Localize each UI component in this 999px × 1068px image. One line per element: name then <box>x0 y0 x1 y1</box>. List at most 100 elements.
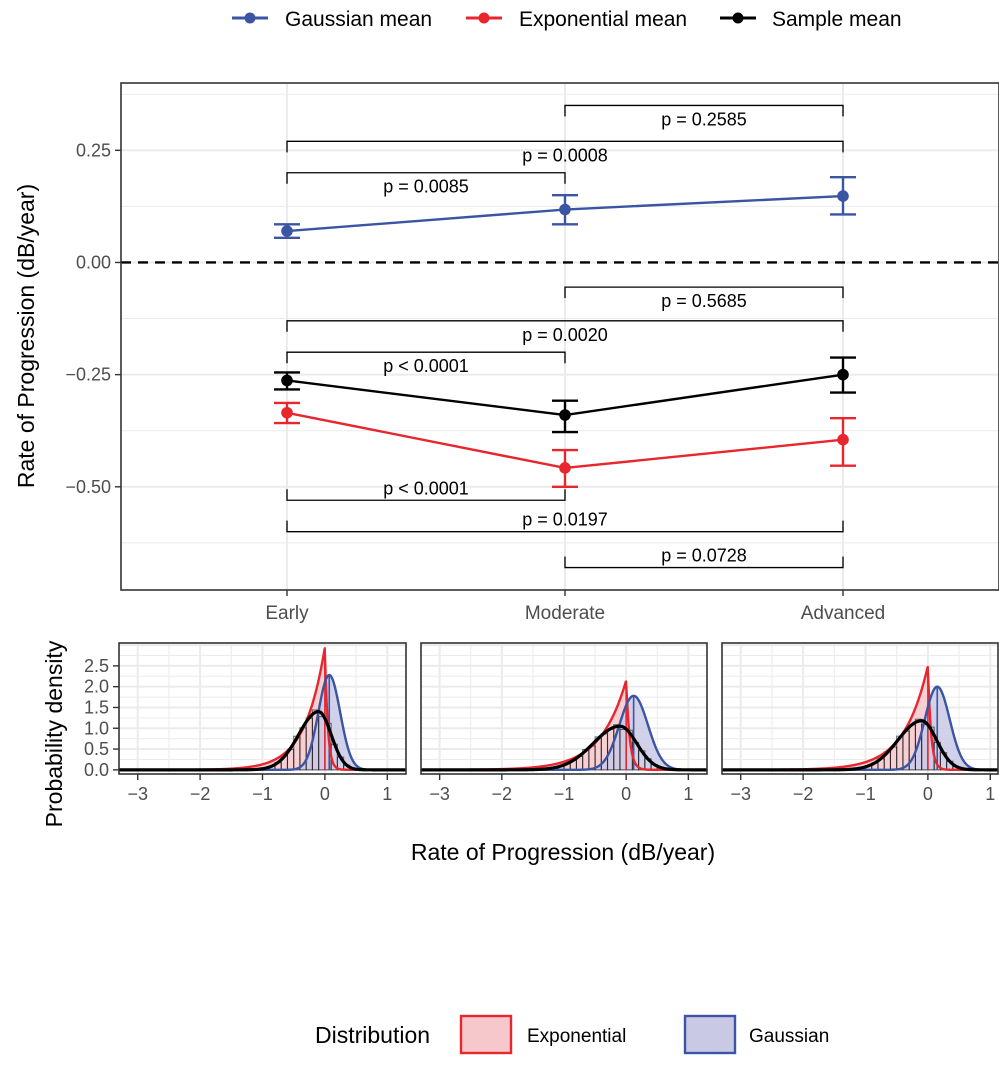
x-tick-label: 0 <box>621 784 631 804</box>
significance-bracket: p < 0.0001 <box>286 351 566 376</box>
significance-brackets: p = 0.2585 p = 0.0008 p = 0.0085 p = 0.5685… <box>286 104 844 569</box>
data-point <box>281 406 293 419</box>
p-value-label: p < 0.0001 <box>383 356 469 376</box>
x-tick-label: Early <box>265 603 309 624</box>
bottom-x-axis-label: Rate of Progression (dB/year) <box>411 839 715 865</box>
bottom-y-axis: 0.00.51.01.52.02.5 <box>84 656 119 780</box>
p-value-label: p = 0.0020 <box>522 325 608 345</box>
legend-dot-exponential <box>478 12 490 24</box>
x-tick-label: −2 <box>190 784 211 804</box>
top-y-axis: 0.25 0.00 −0.25 −0.50 <box>65 140 121 497</box>
p-value-label: p = 0.0728 <box>661 546 747 566</box>
bracket-line <box>286 520 844 533</box>
bracket-line <box>286 489 566 501</box>
x-tick-label: Advanced <box>801 603 886 624</box>
significance-bracket: p = 0.0728 <box>564 546 844 569</box>
legend-label-sample-mean: Sample mean <box>772 8 902 31</box>
legend-item-sample-mean: Sample mean <box>720 8 902 31</box>
gaussian-density-area <box>274 675 400 770</box>
bottom-legend: Distribution Exponential Gaussian <box>315 1014 829 1055</box>
legend-label-gaussian-mean: Gaussian mean <box>285 8 432 31</box>
y-tick-label: 2.5 <box>84 656 109 676</box>
legend-label-gaussian: Gaussian <box>749 1026 829 1047</box>
x-tick-label: −3 <box>730 784 751 804</box>
p-value-label: p = 0.0085 <box>383 177 469 197</box>
top-y-axis-label: Rate of Progression (dB/year) <box>13 184 39 488</box>
exponential-density-area <box>421 681 658 770</box>
gaussian-density-area <box>576 695 701 770</box>
p-value-label: p = 0.0197 <box>522 510 608 530</box>
bottom-y-axis-label: Probability density <box>41 640 67 827</box>
data-point <box>559 203 571 216</box>
x-tick-label: 1 <box>683 784 693 804</box>
y-tick-label: 0.25 <box>76 140 111 160</box>
bracket-line <box>286 140 844 153</box>
bracket-line <box>564 104 844 117</box>
significance-bracket: p < 0.0001 <box>286 478 566 501</box>
top-panel: p = 0.2585 p = 0.0008 p = 0.0085 p = 0.5685… <box>13 82 999 624</box>
top-grid <box>121 83 999 590</box>
bracket-line <box>286 172 566 184</box>
bracket-line <box>564 286 844 299</box>
legend-dot-gaussian <box>244 12 256 24</box>
significance-bracket: p = 0.2585 <box>564 104 844 129</box>
sample-density-curve <box>722 719 998 772</box>
y-tick-label: 1.0 <box>84 718 109 738</box>
significance-bracket: p = 0.0197 <box>286 510 844 533</box>
y-tick-label: 0.0 <box>84 760 109 780</box>
legend-item-exponential-mean: Exponential mean <box>466 8 687 31</box>
significance-bracket: p = 0.0085 <box>286 172 566 197</box>
y-tick-label: 2.0 <box>84 677 109 697</box>
x-tick-label: 1 <box>382 784 392 804</box>
p-value-label: p = 0.5685 <box>661 291 747 311</box>
x-tick-label: −1 <box>554 784 575 804</box>
p-value-label: p = 0.2585 <box>661 109 747 129</box>
panel-border <box>721 642 999 775</box>
p-value-label: p < 0.0001 <box>383 478 469 498</box>
significance-bracket: p = 0.0020 <box>286 320 844 345</box>
bracket-line <box>564 556 844 569</box>
series-gaussian <box>274 176 856 239</box>
y-tick-label: −0.50 <box>65 477 111 497</box>
density-panel-3: −3 −2 −1 0 1 <box>721 642 999 804</box>
data-point <box>281 225 293 237</box>
legend-title: Distribution <box>315 1022 430 1048</box>
x-tick-label: Moderate <box>525 603 605 624</box>
data-point <box>837 368 849 381</box>
y-tick-label: 1.5 <box>84 697 109 717</box>
y-tick-label: 0.00 <box>76 252 111 272</box>
top-panel-background <box>121 83 999 590</box>
bottom-panels: −3 −2 −1 0 1 −3 −2 −1 0 1 −3 −2 −1 0 1 <box>118 642 999 804</box>
x-tick-label: −1 <box>252 784 273 804</box>
sample-density-curve <box>421 724 707 772</box>
legend-key-exponential <box>459 1014 513 1055</box>
top-x-axis: Early Moderate Advanced <box>265 590 885 624</box>
exponential-density-area <box>722 667 960 770</box>
sample-density-curve <box>119 710 406 772</box>
bracket-line <box>286 351 566 364</box>
density-panel-1: −3 −2 −1 0 1 <box>118 642 407 804</box>
series-exponential <box>274 401 856 489</box>
data-point <box>281 374 293 387</box>
top-legend: Gaussian mean Exponential mean Sample me… <box>232 8 902 31</box>
x-tick-label: 0 <box>923 784 933 804</box>
x-tick-label: −3 <box>127 784 148 804</box>
x-tick-label: 0 <box>320 784 330 804</box>
data-point <box>559 409 571 421</box>
legend-label-exponential-mean: Exponential mean <box>519 8 687 31</box>
p-value-label: p = 0.0008 <box>522 145 608 165</box>
series-layer <box>274 176 856 489</box>
significance-bracket: p = 0.5685 <box>564 286 844 311</box>
significance-bracket: p = 0.0008 <box>286 140 844 165</box>
y-tick-label: 0.5 <box>84 739 109 759</box>
legend-label-exponential: Exponential <box>527 1026 626 1047</box>
density-panel-2: −3 −2 −1 0 1 <box>420 642 708 804</box>
x-tick-label: −3 <box>429 784 450 804</box>
series-sample <box>274 356 856 434</box>
data-point <box>837 433 849 446</box>
top-panel-border <box>120 82 999 591</box>
x-tick-label: −1 <box>855 784 876 804</box>
y-tick-label: −0.25 <box>65 365 111 385</box>
